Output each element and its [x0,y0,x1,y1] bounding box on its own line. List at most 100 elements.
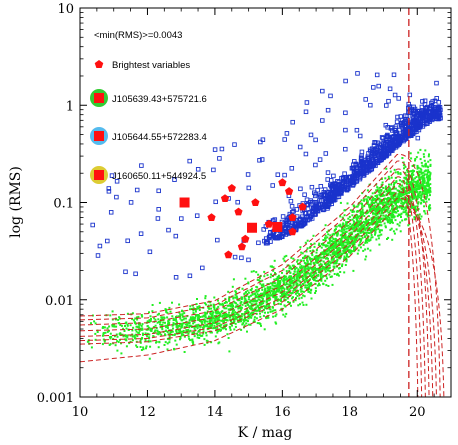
constant-star-point [300,265,303,268]
constant-star-point [358,221,361,224]
constant-star-point [336,247,339,250]
constant-star-point [348,251,351,254]
constant-star-point [331,246,333,249]
constant-star-point [242,322,245,325]
constant-star-point [355,210,358,213]
constant-star-point [280,300,283,303]
variable-candidate-point [294,207,300,212]
constant-star-point [423,155,426,158]
constant-star-point [298,297,301,300]
constant-star-point [172,317,175,320]
constant-star-point [426,191,429,194]
brightest-variable-point [251,198,260,206]
constant-star-point [118,338,121,341]
constant-star-point [402,187,405,190]
constant-star-point [421,164,424,167]
constant-star-point [192,312,195,314]
constant-star-point [412,179,415,182]
constant-star-point [387,211,390,214]
constant-star-point [414,195,417,198]
variable-candidate-point [219,146,225,152]
constant-star-point [296,291,299,294]
constant-star-point [411,197,414,200]
constant-star-point [316,274,319,277]
constant-star-point [356,225,359,228]
constant-star-point [281,285,284,288]
constant-star-point [177,325,180,328]
constant-star-point [293,278,296,281]
constant-star-point [196,332,199,335]
constant-star-point [414,206,417,209]
constant-star-point [299,259,302,262]
constant-star-point [321,256,324,259]
constant-star-point [387,196,390,199]
constant-star-point [378,229,381,232]
constant-star-point [306,267,309,270]
constant-star-point [159,321,162,323]
constant-star-point [209,312,212,315]
constant-star-point [379,195,382,198]
constant-star-point [277,302,280,305]
constant-star-point [268,289,271,292]
constant-star-point [365,218,368,221]
constant-star-point [347,221,349,223]
variable-candidate-point [215,237,220,243]
variable-candidate-point [289,166,295,171]
constant-star-point [220,311,223,313]
legend-item-brightest: Brightest variables [94,60,190,71]
constant-star-point [282,287,285,290]
variable-candidate-point [306,210,311,216]
constant-star-point [379,193,382,196]
constant-star-point [274,297,277,300]
constant-star-point [122,335,125,338]
constant-star-point [196,306,199,309]
constant-star-point [355,226,358,229]
constant-star-point [270,289,273,292]
constant-star-point [193,318,196,321]
constant-star-point [276,276,279,279]
constant-star-point [284,298,287,301]
variable-candidate-point [313,162,318,168]
constant-star-point [389,222,392,225]
constant-star-point [196,298,198,300]
constant-star-point [339,254,342,257]
constant-star-point [326,231,329,234]
constant-star-point [243,320,246,323]
constant-star-point [366,200,368,203]
constant-star-point [382,217,385,220]
constant-star-point [240,308,243,311]
constant-star-point [417,179,420,182]
constant-star-point [356,221,359,224]
constant-star-point [277,277,280,280]
constant-star-point [216,310,219,313]
variable-candidate-point [284,131,290,136]
constant-star-point [366,221,369,224]
constant-star-point [388,200,391,203]
constant-star-point [312,268,315,270]
variable-candidate-point [385,146,391,151]
constant-star-point [408,175,411,178]
constant-star-point [359,213,362,216]
variable-candidate-point [128,200,134,205]
variable-candidate-point [415,135,421,141]
constant-star-point [366,247,369,250]
highlighted-variable-point [247,222,258,233]
constant-star-point [122,327,125,330]
constant-star-point [387,190,390,193]
constant-star-point [397,194,400,197]
constant-star-point [265,300,268,303]
constant-star-point [418,175,421,178]
constant-star-point [189,318,192,321]
constant-star-point [378,234,381,237]
constant-star-point [420,199,423,202]
constant-star-point [296,260,299,263]
constant-star-point [193,331,196,334]
constant-star-point [205,323,208,326]
constant-star-point [424,212,427,215]
constant-star-point [273,303,276,306]
constant-star-point [241,313,244,315]
constant-star-point [341,263,344,266]
constant-star-point [223,324,226,327]
constant-star-point [367,211,370,214]
variable-candidate-point [400,124,405,130]
